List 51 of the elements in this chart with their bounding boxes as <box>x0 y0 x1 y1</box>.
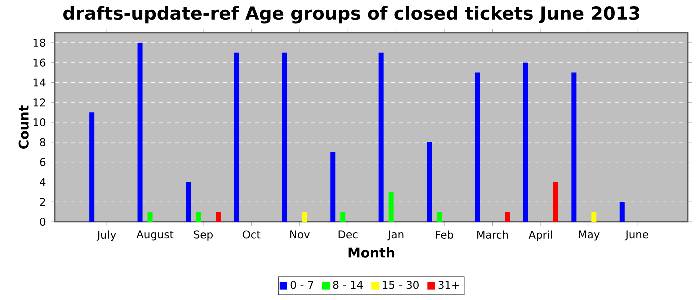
bar <box>138 42 143 222</box>
bar <box>302 212 308 222</box>
x-tick-label: Feb <box>436 230 454 239</box>
x-tick-label: Nov <box>290 230 310 239</box>
y-tick-label: 14 <box>34 78 46 87</box>
y-tick-label: 12 <box>34 98 46 107</box>
y-axis-title: Count <box>18 106 29 149</box>
x-tick-label: Dec <box>338 230 358 239</box>
y-tick-label: 0 <box>40 218 46 226</box>
y-tick-label: 10 <box>34 118 46 127</box>
bar <box>553 182 558 222</box>
legend-label: 15 - 30 <box>383 281 419 290</box>
x-tick-label: Jan <box>388 230 404 241</box>
y-tick-label: 6 <box>40 158 46 166</box>
bar <box>592 212 597 222</box>
y-tick-label: 18 <box>34 38 46 47</box>
x-tick-label: Oct <box>243 230 261 239</box>
bar <box>572 72 577 222</box>
bar <box>234 52 240 222</box>
x-axis-title: Month <box>348 248 394 258</box>
bar <box>90 112 95 222</box>
bar <box>437 212 442 222</box>
bar <box>523 62 528 222</box>
y-tick-label: 2 <box>40 198 46 206</box>
bar <box>388 192 394 222</box>
bar <box>148 212 153 222</box>
bar <box>427 142 432 222</box>
legend-label: 8 - 14 <box>333 281 364 290</box>
bar <box>340 212 346 222</box>
bar <box>620 202 625 222</box>
x-tick-label: March <box>478 230 508 239</box>
x-tick-label: July <box>96 230 116 242</box>
bar <box>330 152 336 222</box>
x-tick-label: April <box>528 230 552 242</box>
bar <box>378 52 384 222</box>
y-tick-label: 16 <box>34 58 46 67</box>
y-tick-label: 8 <box>40 138 46 146</box>
chart-title: drafts-update-ref Age groups of closed tickets June 2013 <box>64 6 640 24</box>
legend-label: 0 - 7 <box>290 281 314 290</box>
x-tick-label: May <box>579 230 600 241</box>
legend-label: 31+ <box>438 281 460 290</box>
x-tick-label: August <box>136 230 174 241</box>
bar <box>475 72 480 222</box>
y-tick-label: 4 <box>40 178 46 186</box>
x-tick-label: June <box>625 230 648 241</box>
bar <box>505 212 510 222</box>
bar <box>216 212 221 222</box>
bar <box>282 52 288 222</box>
x-tick-label: Sep <box>194 230 213 241</box>
bar <box>186 182 191 222</box>
bar <box>196 212 201 222</box>
